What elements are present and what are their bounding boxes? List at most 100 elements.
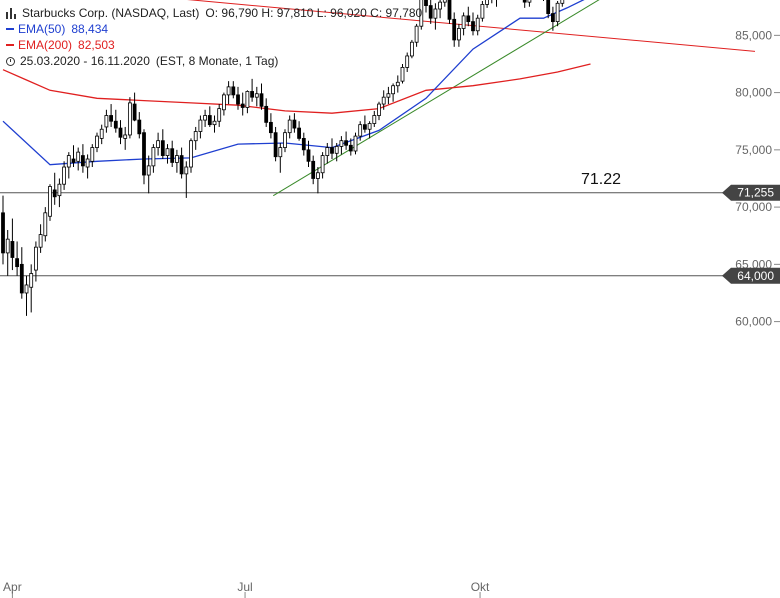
candle-up [475,17,480,32]
candle-up [29,273,34,288]
candle-up [212,120,217,126]
candle-down [311,160,316,179]
candle-down [447,0,452,20]
candle-down [330,147,334,154]
legend-ema50-value: 88,434 [71,22,109,36]
candle-up [123,134,128,139]
candle-up [353,135,358,152]
candle-up [151,147,156,167]
ema200-swatch [6,44,14,46]
resistance-line [187,0,756,52]
y-tick-label: 80,000 [735,86,772,100]
candle-down [250,91,255,98]
y-tick-label: 75,000 [735,143,772,157]
candle-down [259,93,264,107]
trendline [272,0,600,197]
candle-up [62,166,66,185]
candlestick-icon [6,7,18,19]
price-tag [722,184,780,201]
candle-up [339,140,344,147]
candle-down [546,0,551,14]
candle-up [34,246,38,271]
ema50-swatch [6,28,14,30]
candle-up [391,85,396,95]
candle-down [471,21,475,32]
ema200-line [2,63,591,114]
candle-up [165,148,170,156]
candle-up [226,86,231,96]
candle-up [414,25,419,43]
candle-down [522,0,527,3]
y-tick-label: 85,000 [735,28,772,42]
candle-up [367,123,372,130]
price-tag-label: 71,255 [737,186,774,200]
candle-up [372,115,377,124]
x-tick-label: Okt [471,580,490,594]
clock-icon [6,56,15,66]
candle-down [362,124,367,130]
candle-down [1,212,5,254]
candle-up [38,234,43,248]
candle-up [156,140,161,148]
candle-up [442,0,447,3]
candle-down [207,115,212,126]
x-tick-label: Jul [237,580,252,594]
legend-ema50-label: EMA(50) [18,22,66,36]
candle-down [132,103,137,121]
candle-up [485,0,490,5]
candle-up [409,41,414,57]
candle-up [76,151,81,162]
candle-down [268,121,273,134]
candle-down [118,127,123,138]
candle-up [405,55,410,68]
candle-up [278,147,283,158]
candle-down [306,149,311,162]
legend-period-detail: (EST, 8 Monate, 1 Tag) [155,54,279,68]
candle-down [240,103,245,108]
candle-up [438,1,443,10]
candle-down [348,144,353,152]
candle-down [170,148,175,163]
candle-up [456,28,461,41]
candle-up [358,124,363,137]
y-tick-label: 70,000 [735,200,772,214]
candle-up [66,155,71,168]
candle-up [433,8,438,19]
price-tag-label: 64,000 [737,269,774,283]
annotation-label: 71.22 [581,171,621,188]
candle-up [395,81,400,87]
candle-down [264,105,269,123]
candle-up [85,158,90,168]
candle-up [461,15,466,29]
price-tag [722,267,780,284]
candle-up [377,103,381,116]
candle-up [381,96,386,105]
candle-down [142,132,146,176]
x-tick-label: Apr [3,580,22,594]
candle-up [419,0,424,27]
candle-down [109,115,113,122]
candle-down [52,189,57,198]
candle-down [19,263,24,294]
legend-ema50-row: EMA(50) 88,434 [6,21,422,37]
candle-up [203,115,208,121]
candle-up [560,0,565,4]
candle-down [428,5,433,19]
candle-down [71,158,76,163]
candle-down [301,137,306,151]
legend-ohlc: O: 96,790 H: 97,810 L: 96,020 C: 97,780 [205,6,423,20]
candle-up [99,128,104,139]
candle-up [5,238,10,254]
candle-up [325,147,330,156]
candle-up [400,67,405,82]
candle-up [334,146,339,154]
legend-ema200-row: EMA(200) 82,503 [6,37,422,53]
candle-up [320,155,325,174]
candle-up [48,186,52,217]
chart-legend: Starbucks Corp. (NASDAQ, Last) O: 96,790… [6,5,422,69]
candle-down [113,120,118,129]
candle-down [179,155,184,175]
legend-title-row: Starbucks Corp. (NASDAQ, Last) O: 96,790… [6,5,422,21]
candle-up [24,284,29,294]
legend-ema200-value: 82,503 [78,38,115,52]
